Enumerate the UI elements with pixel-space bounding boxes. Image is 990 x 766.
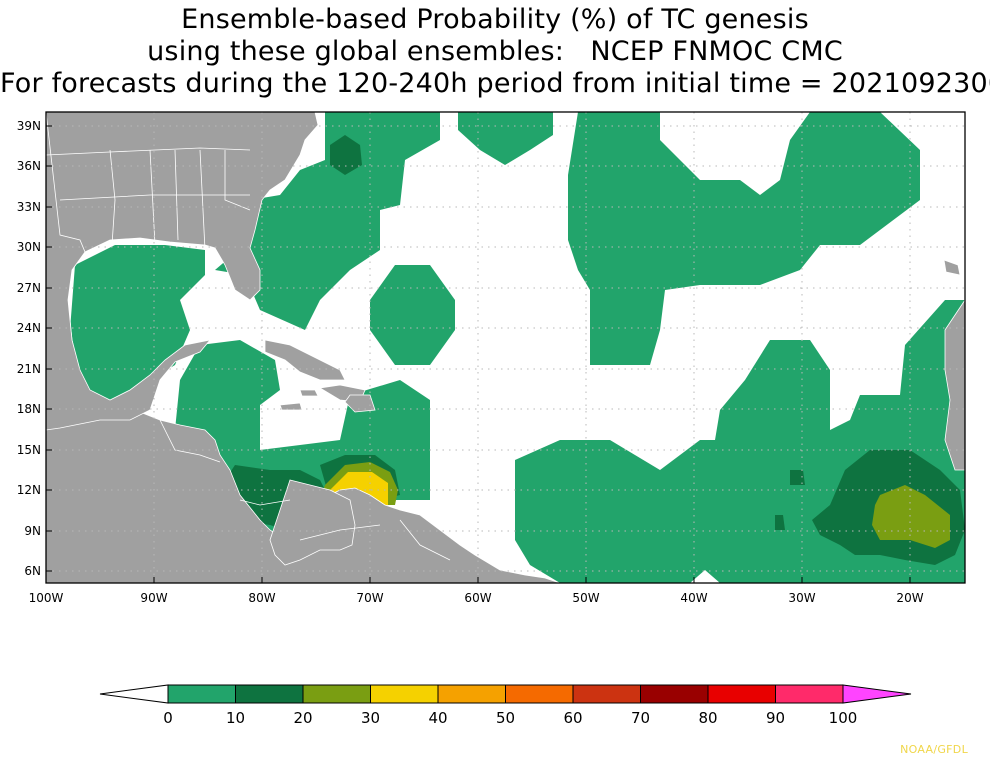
lat-label: 39N [16,119,41,133]
lon-label: 40W [680,591,708,605]
colorbar-label: 20 [293,709,313,727]
map-frame [45,111,966,584]
lat-label: 21N [16,362,41,376]
lon-label: 80W [248,591,276,605]
colorbar [99,684,912,704]
title-line-1: Ensemble-based Probability (%) of TC gen… [181,4,809,35]
lat-label: 15N [16,443,41,457]
colorbar-label: 80 [698,709,718,727]
lon-label: 70W [356,591,384,605]
colorbar-box [505,684,574,704]
lat-label: 27N [16,281,41,295]
colorbar-label: 0 [163,709,173,727]
colorbar-label: 100 [828,709,858,727]
lat-label: 30N [16,240,41,254]
colorbar-box [640,684,709,704]
colorbar-over-arrow [842,684,912,704]
lon-label: 60W [464,591,492,605]
grid-lines [46,112,965,583]
colorbar-label: 60 [563,709,583,727]
colorbar-box [302,684,371,704]
colorbar-label: 10 [225,709,246,727]
lat-label: 36N [16,159,41,173]
lon-label: 90W [140,591,168,605]
axis-ticks [46,125,911,583]
colorbar-under-arrow [99,684,169,704]
lon-label: 100W [28,591,64,605]
lat-label: 33N [16,200,41,214]
colorbar-box [235,684,304,704]
lon-label: 20W [896,591,924,605]
colorbar-box [437,684,506,704]
lat-label: 12N [16,483,41,497]
colorbar-label: 90 [765,709,786,727]
lat-label: 18N [16,402,41,416]
title-line-2: using these global ensembles: NCEP FNMOC… [147,36,843,67]
lat-label: 9N [24,524,41,538]
colorbar-label: 30 [360,709,381,727]
lat-label: 24N [16,321,41,335]
land-masses [46,112,965,583]
colorbar-box [572,684,641,704]
colorbar-box [707,684,776,704]
colorbar-box [167,684,236,704]
colorbar-box [370,684,439,704]
colorbar-label: 50 [495,709,516,727]
colorbar-box [775,684,844,704]
colorbar-label: 40 [428,709,448,727]
credit-text: NOAA/GFDL [900,743,968,756]
title-line-3: For forecasts during the 120-240h period… [0,68,990,99]
lat-label: 6N [24,564,41,578]
colorbar-label: 70 [630,709,651,727]
lon-label: 50W [572,591,600,605]
lon-label: 30W [788,591,816,605]
map-plot-area [46,112,965,583]
